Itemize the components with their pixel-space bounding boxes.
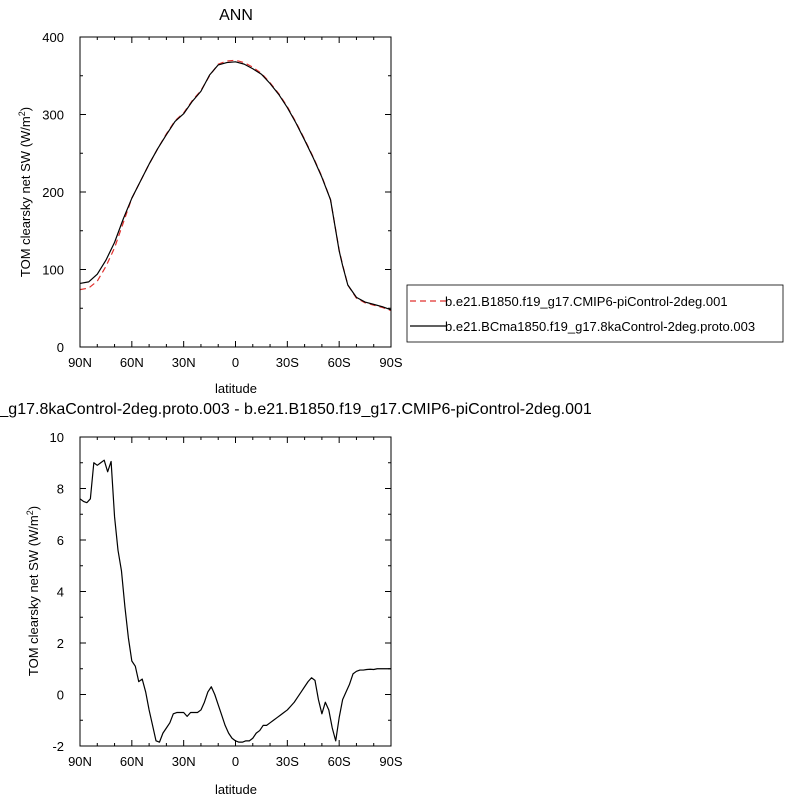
series-group (79, 459, 391, 743)
y-tick-label: 0 (57, 688, 64, 703)
legend-label-8ka: b.e21.BCma1850.f19_g17.8kaControl-2deg.p… (445, 319, 755, 334)
y-axis-label-end: ) (18, 107, 33, 111)
x-tick-label: 90S (379, 754, 402, 769)
x-tick-label: 60N (120, 355, 144, 370)
y-tick-label: 300 (42, 108, 64, 123)
x-tick-label: 90N (68, 754, 92, 769)
x-tick-label: 30N (172, 754, 196, 769)
x-tick-label: 60N (120, 754, 144, 769)
y-tick-label: 10 (50, 430, 64, 445)
legend-label-control: b.e21.B1850.f19_g17.CMIP6-piControl-2deg… (445, 294, 728, 309)
chart-panel-difference: b.e21.BCma1850.f19_g17.8kaControl-2deg.p… (0, 401, 592, 797)
y-axis-label: TOM clearsky net SW (W/m2) (17, 107, 33, 277)
chart-panel-annual-mean: ANN TOM clearsky net SW (W/m2) latitude … (17, 7, 403, 396)
y-axis-label-end: ) (26, 506, 41, 510)
axis-ticks: 90N 60N 30N 0 30S 60S 90S -2 0 2 4 6 8 10 (50, 430, 403, 769)
x-tick-label: 0 (232, 754, 239, 769)
x-axis-label: latitude (215, 381, 257, 396)
x-tick-label: 60S (328, 754, 351, 769)
y-axis-label-sup: 2 (17, 111, 27, 116)
y-axis-label-main: TOM clearsky net SW (W/m (18, 116, 33, 277)
y-tick-label: 200 (42, 185, 64, 200)
x-tick-label: 30N (172, 355, 196, 370)
series-group (79, 59, 392, 312)
x-axis-label: latitude (215, 782, 257, 797)
chart-title: b.e21.BCma1850.f19_g17.8kaControl-2deg.p… (0, 401, 592, 418)
x-tick-label: 30S (276, 754, 299, 769)
axis-ticks: 90N 60N 30N 0 30S 60S 90S 0 100 200 300 400 (42, 30, 403, 370)
x-tick-label: 30S (276, 355, 299, 370)
y-tick-label: 400 (42, 30, 64, 45)
legend-box (406, 284, 784, 343)
x-tick-label: 90N (68, 355, 92, 370)
y-tick-label: 0 (57, 340, 64, 355)
plot-frame (79, 36, 392, 348)
y-tick-label: -2 (52, 739, 64, 754)
y-tick-label: 8 (57, 482, 64, 497)
x-tick-label: 90S (379, 355, 402, 370)
plot-frame (79, 436, 392, 747)
y-tick-label: 2 (57, 636, 64, 651)
x-tick-label: 60S (328, 355, 351, 370)
series-line-1 (79, 61, 392, 311)
y-tick-label: 4 (57, 585, 64, 600)
y-axis-label-main: TOM clearsky net SW (W/m (26, 515, 41, 676)
series-line-0 (79, 459, 391, 743)
y-axis-label: TOM clearsky net SW (W/m2) (25, 506, 41, 676)
chart-title: ANN (219, 7, 253, 24)
y-tick-label: 6 (57, 533, 64, 548)
legend: b.e21.B1850.f19_g17.CMIP6-piControl-2deg… (406, 284, 784, 343)
y-tick-label: 100 (42, 263, 64, 278)
y-axis-label-sup: 2 (25, 510, 35, 515)
x-tick-label: 0 (232, 355, 239, 370)
